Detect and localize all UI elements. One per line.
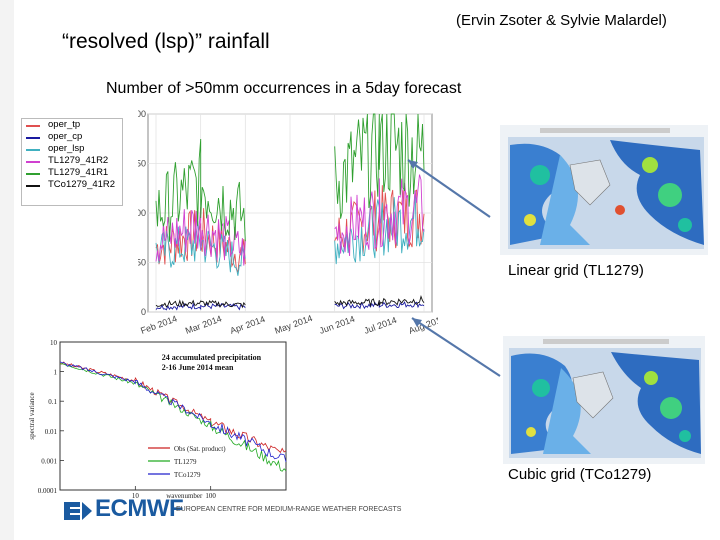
series-line-tl1279_41r2 [155, 206, 246, 266]
legend-entry-oper_tp: oper_tp [22, 119, 122, 131]
series-line-tl1279_41r2 [334, 174, 425, 257]
x-tick-label: 100 [205, 492, 216, 498]
legend-entry-oper_lsp: oper_lsp [22, 143, 122, 155]
y-tick-label: 50 [138, 258, 146, 268]
spectra-subtitle: 2-16 June 2014 mean [162, 363, 234, 372]
legend-swatch [26, 161, 40, 163]
timeseries-legend: oper_tp oper_cp oper_lsp TL1279_41R2 TL1279_… [21, 118, 123, 206]
slide-credit: (Ervin Zsoter & Sylvie Malardel) [456, 12, 667, 29]
linear-grid-map-image [500, 125, 708, 255]
y-tick-label: 150 [138, 159, 146, 169]
legend-entry-tl1279_41r1: TL1279_41R1 [22, 167, 122, 179]
y-tick-label: 10 [50, 339, 58, 347]
cubic-grid-map-image [503, 336, 705, 464]
arrow-head-cubic [412, 318, 422, 327]
linear-grid-caption: Linear grid (TL1279) [508, 262, 644, 279]
x-axis-label: wavenumber [166, 492, 203, 498]
y-tick-label: 0.001 [41, 457, 57, 465]
legend-swatch [26, 125, 40, 127]
slide-title: “resolved (lsp)” rainfall [62, 30, 270, 53]
spectra-title: 24 accumulated precipitation [162, 353, 262, 362]
y-tick-label: 100 [138, 208, 146, 218]
arrow-to-linear-map [407, 159, 491, 218]
spectra-legend-label: TL1279 [174, 458, 197, 466]
legend-entry-tco1279_41r2: TCo1279_41R2 [22, 179, 122, 191]
series-line-tl1279_41r1 [334, 113, 425, 219]
y-tick-label: 1 [54, 369, 58, 377]
spectra-chart: 10 1 0.1 0.01 0.001 0.0001 10 100 spectral varia… [28, 339, 287, 498]
cubic-grid-caption: Cubic grid (TCo1279) [508, 466, 652, 483]
y-tick-label: 0.0001 [38, 487, 58, 495]
footer-org-name: EUROPEAN CENTRE FOR MEDIUM-RANGE WEATHER… [176, 506, 402, 513]
legend-swatch [26, 137, 40, 139]
legend-label: TL1279_41R2 [48, 155, 109, 166]
arrow-to-cubic-map [411, 317, 501, 377]
series-line-oper_cp [155, 302, 246, 311]
y-tick-label: 0 [141, 307, 146, 317]
slide-subtitle: Number of >50mm occurrences in a 5day fo… [106, 80, 462, 97]
legend-entry-oper_cp: oper_cp [22, 131, 122, 143]
spectra-line-tco1279 [59, 361, 287, 463]
legend-swatch [26, 149, 40, 151]
legend-label: oper_tp [48, 119, 81, 130]
legend-swatch [26, 173, 40, 175]
legend-entry-tl1279_41r2: TL1279_41R2 [22, 155, 122, 167]
y-tick-label: 200 [138, 110, 146, 119]
legend-label: TCo1279_41R2 [48, 179, 116, 190]
series-line-tco1279_41r2 [334, 294, 425, 308]
series-line-oper_lsp [155, 221, 246, 276]
y-tick-label: 0.01 [45, 428, 58, 436]
x-tick-label: 10 [132, 492, 140, 498]
legend-swatch [26, 185, 40, 187]
y-axis-label: spectral variance [28, 392, 36, 439]
spectra-legend-label: Obs (Sat. product) [174, 445, 226, 453]
y-tick-label: 0.1 [48, 398, 57, 406]
series-line-tco1279_41r2 [155, 299, 246, 309]
arrow-head-linear [408, 160, 418, 169]
spectra-plot-area [59, 341, 287, 491]
legend-label: TL1279_41R1 [48, 167, 109, 178]
spectra-legend-label: TCo1279 [174, 471, 201, 479]
linear-grid-map [500, 125, 708, 255]
ecmwf-logo-text: ECMWF [95, 495, 184, 522]
legend-label: oper_lsp [48, 143, 85, 154]
series-line-tl1279_41r1 [155, 138, 246, 242]
ecmwf-logo-icon [64, 502, 92, 520]
slide-left-strip [0, 0, 14, 540]
spectra-line-obs-sat-product- [59, 361, 287, 454]
cubic-grid-map [503, 336, 705, 464]
legend-label: oper_cp [48, 131, 83, 142]
